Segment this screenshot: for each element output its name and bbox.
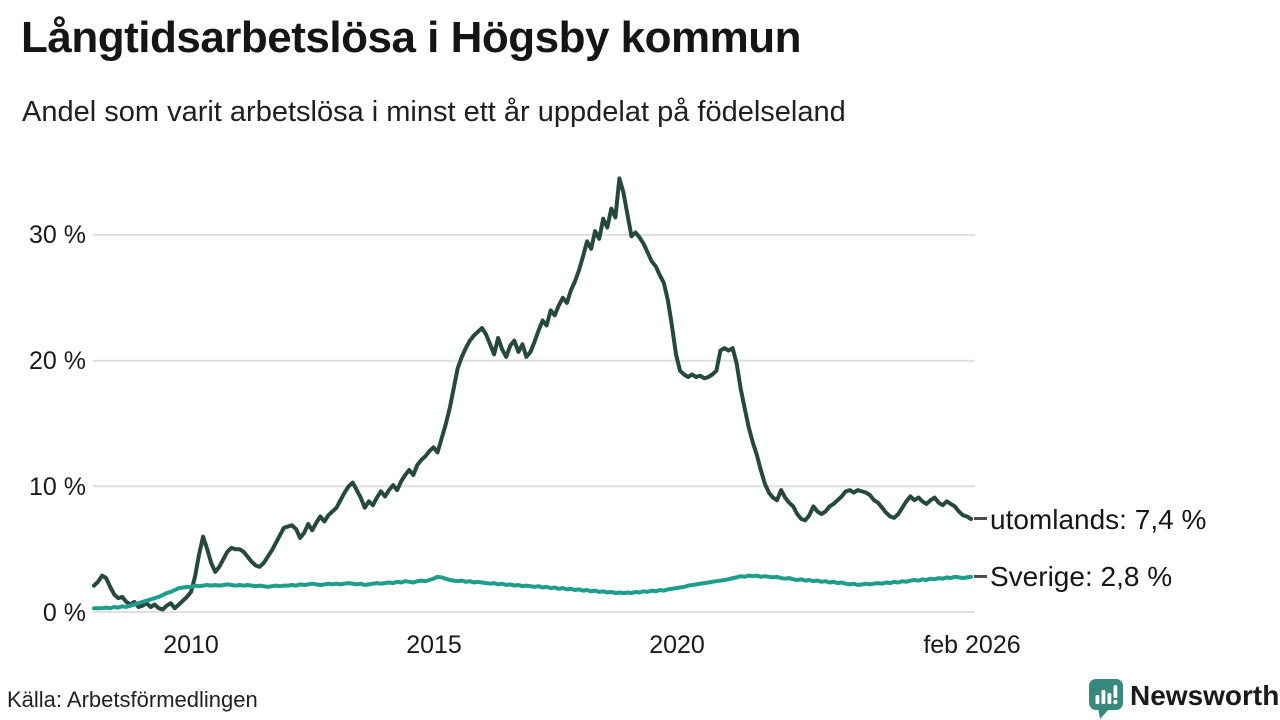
x-axis-tick-2015: 2015	[406, 631, 462, 659]
newsworthy-wordmark: Newsworthy	[1130, 680, 1280, 711]
series-line-utomlands	[92, 176, 973, 612]
series-end-label-sverige: Sverige: 2,8 %	[990, 561, 1173, 592]
series-line-sverige	[92, 573, 973, 611]
page-title: Långtidsarbetslösa i Högsby kommun	[21, 13, 802, 62]
newsworthy-icon	[1089, 679, 1123, 719]
series-end-label-utomlands: utomlands: 7,4 %	[990, 504, 1207, 535]
x-axis-tick-2010: 2010	[163, 631, 219, 659]
y-axis-tick-20: 20 %	[29, 347, 86, 375]
x-axis-tick-feb-2026: feb 2026	[923, 631, 1021, 659]
source-credit: Källa: Arbetsförmedlingen	[7, 687, 258, 712]
y-axis-tick-10: 10 %	[29, 473, 86, 501]
y-axis-tick-30: 30 %	[29, 221, 86, 249]
chart-subtitle: Andel som varit arbetslösa i minst ett å…	[22, 96, 846, 128]
x-axis-tick-2020: 2020	[649, 631, 705, 659]
leader-line-utomlands	[974, 517, 987, 520]
leader-line-sverige	[974, 575, 987, 578]
y-axis-tick-0: 0 %	[42, 599, 86, 627]
